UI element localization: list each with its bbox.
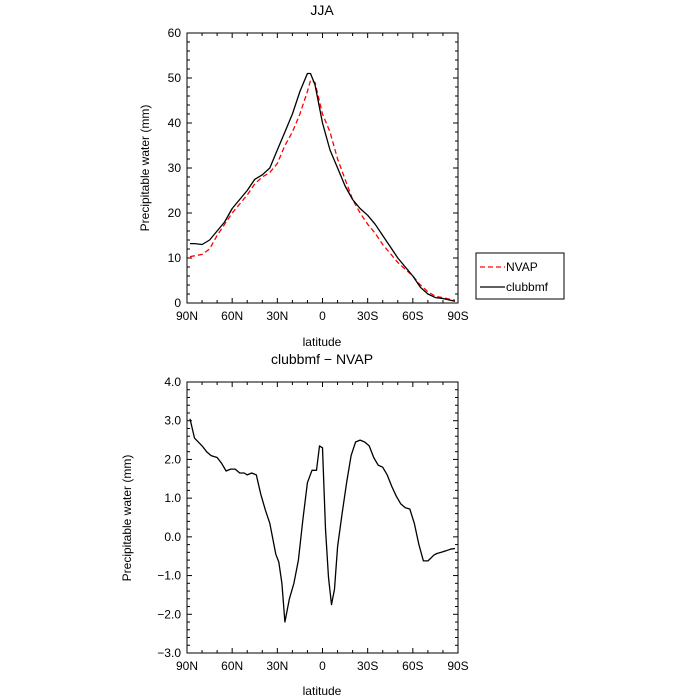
bottom-chart-title: clubbmf − NVAP xyxy=(271,351,373,367)
top-x-tick-label: 30N xyxy=(266,309,288,323)
bottom-y-axis-label: Precipitable water (mm) xyxy=(120,455,134,582)
bottom-x-tick-label: 30N xyxy=(266,659,288,673)
bottom-x-tick-label: 30S xyxy=(357,659,378,673)
top-x-tick-label: 90S xyxy=(447,309,468,323)
legend-box xyxy=(475,252,565,300)
bottom-x-tick-label: 90S xyxy=(447,659,468,673)
bottom-y-tick-label: 2.0 xyxy=(164,452,181,466)
bottom-x-tick-label: 90N xyxy=(176,659,198,673)
top-x-tick-label: 0 xyxy=(319,309,326,323)
top-y-tick-label: 10 xyxy=(168,251,182,265)
bottom-x-tick-label: 0 xyxy=(319,659,326,673)
top-panel: JJA latitude Precipitable water (mm) 90N… xyxy=(138,2,565,349)
top-x-tick-label: 60N xyxy=(221,309,243,323)
top-series-line-nvap xyxy=(189,79,456,301)
top-series-line-clubbmf xyxy=(190,72,456,302)
top-axes: 90N 60N 30N 0 30S 60S 90S 0 10 20 30 40 50 60 xyxy=(168,26,469,323)
top-y-axis-label: Precipitable water (mm) xyxy=(138,105,152,232)
top-y-tick-label: 50 xyxy=(168,71,182,85)
top-y-tick-label: 0 xyxy=(174,296,181,310)
bottom-y-tick-label: −3.0 xyxy=(157,646,181,660)
bottom-axes: 90N 60N 30N 0 30S 60S 90S −3.0 −2.0 −1.0 0.0 1.0 2.0… xyxy=(157,375,468,673)
top-x-tick-label: 60S xyxy=(402,309,423,323)
bottom-x-tick-label: 60S xyxy=(402,659,423,673)
top-y-tick-label: 60 xyxy=(168,26,182,40)
top-x-tick-label: 90N xyxy=(176,309,198,323)
top-x-tick-label: 30S xyxy=(357,309,378,323)
legend: NVAP clubbmf xyxy=(475,252,565,300)
bottom-x-tick-label: 60N xyxy=(221,659,243,673)
top-x-axis-label: latitude xyxy=(303,335,342,349)
bottom-plot-lines xyxy=(189,418,456,623)
bottom-y-tick-label: −2.0 xyxy=(157,607,181,621)
top-y-tick-label: 20 xyxy=(168,206,182,220)
top-chart-title: JJA xyxy=(310,2,334,18)
bottom-y-tick-label: 0.0 xyxy=(164,530,181,544)
top-plot-frame xyxy=(186,32,459,304)
bottom-y-tick-label: −1.0 xyxy=(157,569,181,583)
top-plot-lines xyxy=(189,72,456,302)
bottom-y-tick-label: 3.0 xyxy=(164,414,181,428)
legend-label-clubbmf: clubbmf xyxy=(506,280,549,294)
bottom-x-axis-label: latitude xyxy=(303,684,342,698)
bottom-plot-frame xyxy=(186,381,459,654)
top-y-tick-label: 30 xyxy=(168,161,182,175)
bottom-panel: clubbmf − NVAP latitude Precipitable wat… xyxy=(120,351,469,698)
legend-label-nvap: NVAP xyxy=(506,260,538,274)
bottom-series-line-difference xyxy=(189,418,456,623)
top-y-tick-label: 40 xyxy=(168,116,182,130)
bottom-y-tick-label: 1.0 xyxy=(164,491,181,505)
bottom-y-tick-label: 4.0 xyxy=(164,375,181,389)
